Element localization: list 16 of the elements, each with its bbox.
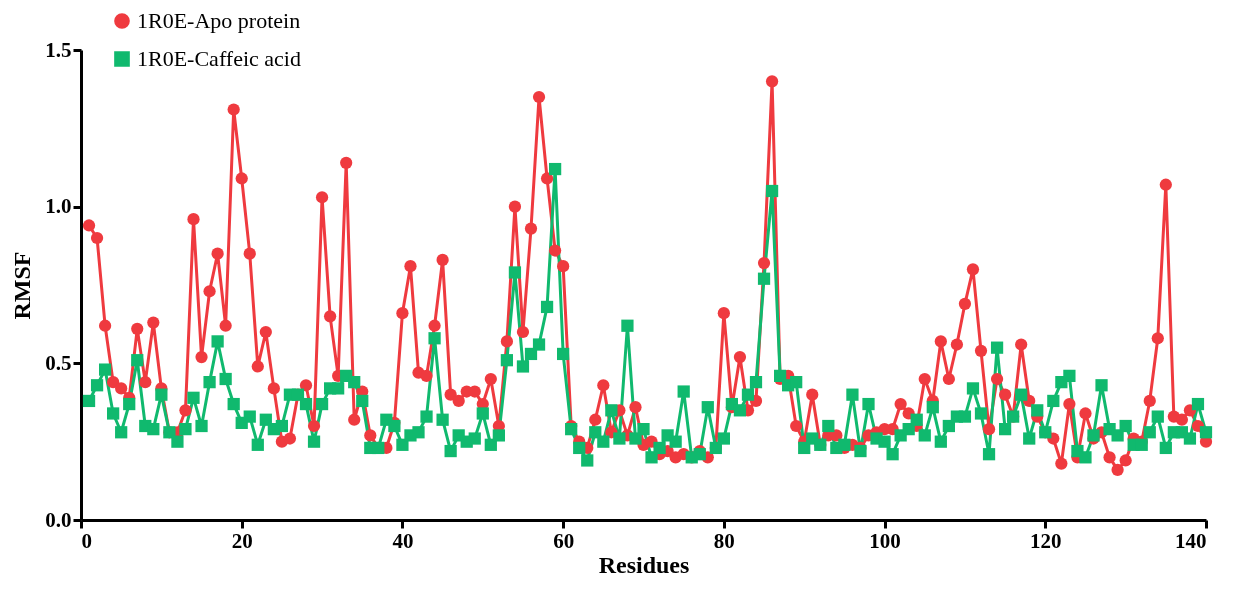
x-tick-label: 40	[392, 528, 414, 553]
x-tick-label: 140	[1175, 528, 1207, 553]
x-tick-label: 20	[231, 528, 253, 553]
legend-label: 1R0E-Caffeic acid	[137, 46, 301, 71]
x-tick-label: 80	[713, 528, 735, 553]
x-tick-label: 60	[553, 528, 575, 553]
legend-label: 1R0E-Apo protein	[137, 8, 301, 33]
x-axis-title: Residues	[598, 551, 690, 578]
y-tick-label: 0.5	[45, 350, 72, 375]
x-tick-label: 0	[81, 528, 92, 553]
x-tick-label: 100	[869, 528, 901, 553]
y-tick-label: 1.5	[45, 37, 72, 62]
y-tick-label: 0.0	[45, 507, 72, 532]
x-tick-label: 120	[1030, 528, 1062, 553]
y-tick-label: 1.0	[45, 194, 72, 219]
y-axis-title: RMSF	[9, 251, 36, 320]
